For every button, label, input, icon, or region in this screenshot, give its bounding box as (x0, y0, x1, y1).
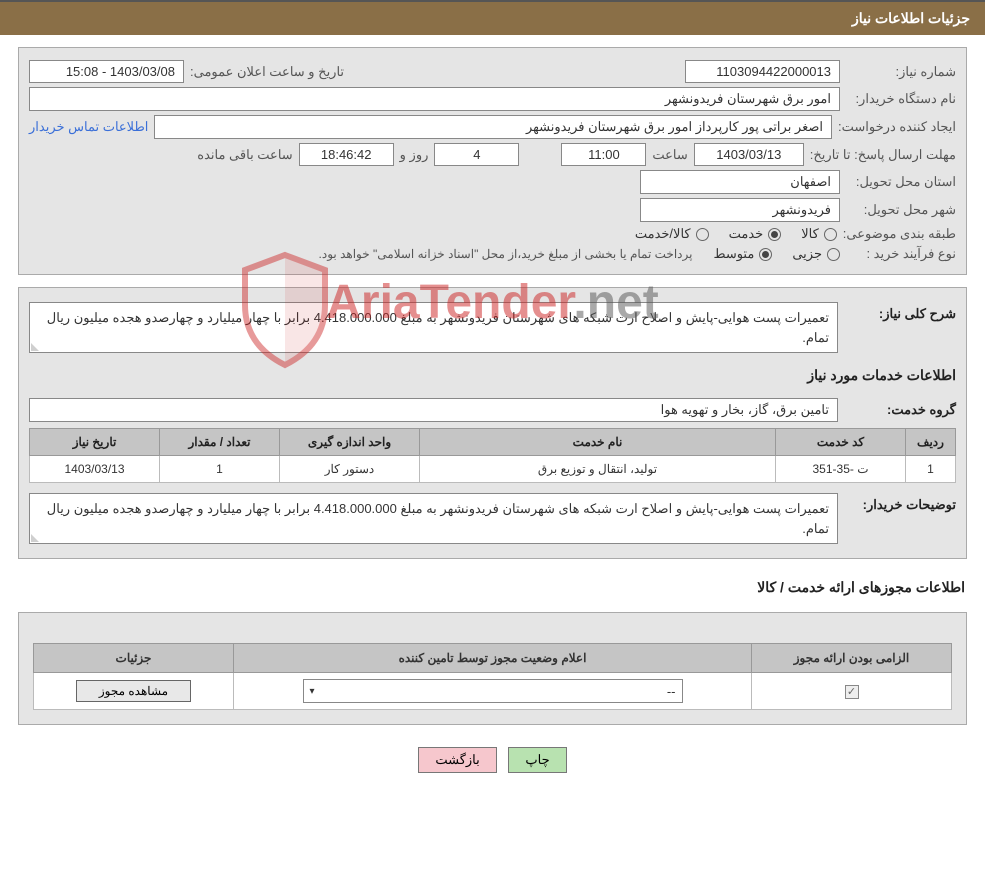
contact-link[interactable]: اطلاعات تماس خریدار (29, 119, 148, 135)
radio-dot-icon (759, 248, 772, 261)
status-select[interactable]: -- ▾ (303, 679, 683, 703)
announce-label: تاریخ و ساعت اعلان عمومی: (190, 64, 344, 80)
radio-dot-icon (768, 228, 781, 241)
desc-title-label: شرح کلی نیاز: (846, 302, 956, 322)
select-value: -- (667, 684, 676, 699)
city-label: شهر محل تحویل: (846, 202, 956, 218)
buyer-org-label: نام دستگاه خریدار: (846, 91, 956, 107)
category-radio-group: کالا خدمت کالا/خدمت (635, 226, 837, 242)
cell-required: ✓ (752, 673, 952, 710)
payment-note: پرداخت تمام یا بخشی از مبلغ خرید،از محل … (319, 247, 693, 261)
requester-field: اصغر براتی پور کارپرداز امور برق شهرستان… (154, 115, 832, 139)
radio-both[interactable]: کالا/خدمت (635, 226, 709, 242)
need-info-panel: شماره نیاز: 1103094422000013 تاریخ و ساع… (18, 47, 967, 275)
radio-small-label: جزیی (792, 246, 822, 262)
desc-textarea[interactable]: تعمیرات پست هوایی-پایش و اصلاح ارت شبکه … (29, 302, 838, 353)
license-row: ✓ -- ▾ مشاهده مجوز (34, 673, 952, 710)
time-label: ساعت (652, 147, 687, 163)
description-panel: شرح کلی نیاز: تعمیرات پست هوایی-پایش و ا… (18, 287, 967, 559)
need-number-field: 1103094422000013 (685, 60, 840, 83)
deadline-label: مهلت ارسال پاسخ: تا تاریخ: (810, 147, 956, 163)
radio-medium[interactable]: متوسط (713, 246, 772, 262)
cell-qty: 1 (160, 456, 280, 483)
services-heading: اطلاعات خدمات مورد نیاز (29, 359, 956, 388)
th-details: جزئیات (34, 644, 234, 673)
province-field: اصفهان (640, 170, 840, 194)
table-header-row: ردیف کد خدمت نام خدمت واحد اندازه گیری ت… (30, 429, 956, 456)
page-header: جزئیات اطلاعات نیاز (0, 0, 985, 35)
th-required: الزامی بودن ارائه مجوز (752, 644, 952, 673)
page-title: جزئیات اطلاعات نیاز (852, 10, 970, 26)
cell-status: -- ▾ (234, 673, 752, 710)
buyer-note-label: توضیحات خریدار: (846, 493, 956, 513)
remain-label: ساعت باقی مانده (197, 147, 292, 163)
th-date: تاریخ نیاز (30, 429, 160, 456)
th-qty: تعداد / مقدار (160, 429, 280, 456)
cell-unit: دستور کار (280, 456, 420, 483)
radio-goods[interactable]: کالا (801, 226, 837, 242)
radio-both-label: کالا/خدمت (635, 226, 691, 242)
th-code: کد خدمت (776, 429, 906, 456)
announce-field: 1403/03/08 - 15:08 (29, 60, 184, 83)
radio-small[interactable]: جزیی (792, 246, 840, 262)
resize-handle-icon[interactable] (31, 341, 41, 351)
th-unit: واحد اندازه گیری (280, 429, 420, 456)
radio-medium-label: متوسط (713, 246, 754, 262)
cell-code: ت -35-351 (776, 456, 906, 483)
radio-service-label: خدمت (729, 226, 764, 242)
th-name: نام خدمت (420, 429, 776, 456)
radio-goods-label: کالا (801, 226, 819, 242)
license-header-row: الزامی بودن ارائه مجوز اعلام وضعیت مجوز … (34, 644, 952, 673)
chevron-down-icon: ▾ (310, 686, 315, 697)
view-license-button[interactable]: مشاهده مجوز (76, 680, 191, 702)
services-table: ردیف کد خدمت نام خدمت واحد اندازه گیری ت… (29, 428, 956, 483)
city-field: فریدونشهر (640, 198, 840, 222)
table-row: 1 ت -35-351 تولید، انتقال و توزیع برق دس… (30, 456, 956, 483)
license-table: الزامی بودن ارائه مجوز اعلام وضعیت مجوز … (33, 643, 952, 710)
license-heading: اطلاعات مجوزهای ارائه خدمت / کالا (0, 571, 985, 600)
days-remaining-field: 4 (434, 143, 519, 166)
province-label: استان محل تحویل: (846, 174, 956, 190)
days-label: روز و (400, 147, 429, 163)
back-button[interactable]: بازگشت (418, 747, 496, 773)
cell-details: مشاهده مجوز (34, 673, 234, 710)
cell-row: 1 (906, 456, 956, 483)
radio-dot-icon (824, 228, 837, 241)
desc-text: تعمیرات پست هوایی-پایش و اصلاح ارت شبکه … (47, 310, 829, 345)
footer-buttons: چاپ بازگشت (0, 737, 985, 793)
cell-name: تولید، انتقال و توزیع برق (420, 456, 776, 483)
requester-label: ایجاد کننده درخواست: (838, 119, 956, 135)
checkbox-disabled-icon: ✓ (845, 685, 859, 699)
radio-dot-icon (827, 248, 840, 261)
th-status: اعلام وضعیت مجوز توسط تامین کننده (234, 644, 752, 673)
service-group-label: گروه خدمت: (846, 398, 956, 418)
purchase-type-radio-group: جزیی متوسط (713, 246, 840, 262)
print-button[interactable]: چاپ (508, 747, 566, 773)
radio-service[interactable]: خدمت (729, 226, 782, 242)
countdown-field: 18:46:42 (299, 143, 394, 166)
deadline-time-field: 11:00 (561, 143, 646, 166)
need-number-label: شماره نیاز: (846, 64, 956, 80)
purchase-type-label: نوع فرآیند خرید : (846, 246, 956, 262)
buyer-org-field: امور برق شهرستان فریدونشهر (29, 87, 840, 111)
buyer-note-text: تعمیرات پست هوایی-پایش و اصلاح ارت شبکه … (47, 501, 829, 536)
deadline-date-field: 1403/03/13 (694, 143, 804, 166)
radio-dot-icon (696, 228, 709, 241)
cell-date: 1403/03/13 (30, 456, 160, 483)
category-label: طبقه بندی موضوعی: (843, 226, 956, 242)
resize-handle-icon[interactable] (31, 532, 41, 542)
service-group-field: تامین برق، گاز، بخار و تهویه هوا (29, 398, 838, 422)
th-row: ردیف (906, 429, 956, 456)
buyer-note-textarea[interactable]: تعمیرات پست هوایی-پایش و اصلاح ارت شبکه … (29, 493, 838, 544)
license-panel: الزامی بودن ارائه مجوز اعلام وضعیت مجوز … (18, 612, 967, 725)
